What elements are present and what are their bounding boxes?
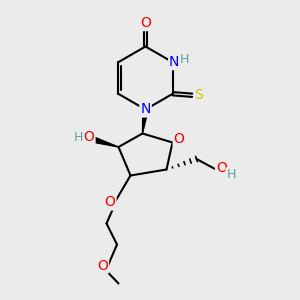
Text: O: O [216, 161, 227, 175]
Text: O: O [140, 16, 151, 30]
Text: H: H [179, 53, 189, 66]
Text: O: O [105, 196, 116, 209]
Text: O: O [174, 132, 184, 146]
Text: N: N [169, 55, 179, 69]
Polygon shape [142, 109, 148, 134]
Polygon shape [92, 137, 118, 147]
Text: H: H [73, 130, 83, 144]
Text: N: N [140, 103, 151, 116]
Text: H: H [226, 168, 236, 182]
Text: O: O [97, 259, 108, 272]
Text: S: S [194, 88, 203, 102]
Text: O: O [84, 130, 94, 144]
